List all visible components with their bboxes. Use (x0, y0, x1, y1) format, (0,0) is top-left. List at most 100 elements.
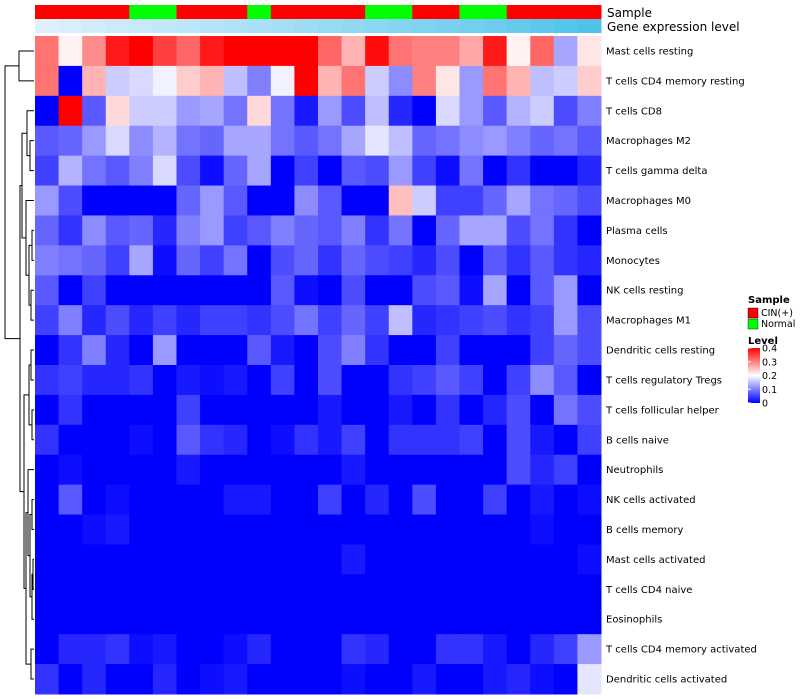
heatmap-cell (530, 365, 555, 396)
row-label: Macrophages M2 (606, 136, 691, 147)
heatmap-cell (388, 664, 413, 695)
heatmap-cell (58, 604, 83, 635)
heatmap-cell (176, 185, 201, 216)
heatmap-cell (152, 95, 177, 127)
heatmap-cell (82, 394, 107, 426)
heatmap-cell (247, 335, 272, 366)
heatmap-cell (577, 65, 602, 97)
legend-level-ticks: 0.4 0.3 0.2 0.1 0 (748, 344, 777, 410)
heatmap-cell (200, 245, 225, 276)
row-label: T cells CD4 memory activated (605, 645, 757, 656)
sample-annotation-cell (105, 5, 130, 19)
heatmap-cell (412, 215, 437, 246)
row-label: T cells regulatory Tregs (605, 375, 722, 386)
heatmap-cell (82, 634, 107, 665)
heatmap-cell (270, 424, 295, 456)
heatmap-cell (530, 185, 555, 216)
row-label: T cells CD8 (605, 106, 662, 117)
heatmap-cell (176, 634, 201, 665)
heatmap-cell (412, 424, 437, 456)
heatmap-cell (294, 65, 319, 97)
expression-annotation-cell (318, 19, 343, 33)
heatmap-cell (365, 215, 390, 246)
heatmap-cell (459, 574, 484, 605)
heatmap-cell (577, 394, 602, 426)
heatmap-cell (365, 185, 390, 216)
heatmap-cell (129, 36, 154, 67)
heatmap-cell (200, 185, 225, 216)
expression-annotation-cell (294, 19, 319, 33)
heatmap-cell (270, 275, 295, 306)
sample-annotation-cell (483, 5, 508, 19)
heatmap-cell (58, 365, 83, 396)
heatmap-cell (365, 544, 390, 575)
heatmap-cell (176, 245, 201, 276)
expression-annotation-cell (152, 19, 177, 33)
heatmap-cell (152, 365, 177, 396)
heatmap-cell (294, 574, 319, 605)
heatmap-cell (223, 604, 248, 635)
heatmap-cell (341, 65, 366, 97)
heatmap-cell (223, 245, 248, 276)
heatmap-cell (530, 155, 555, 187)
heatmap-cell (341, 245, 366, 276)
row-dendrogram (4, 50, 34, 680)
heatmap-cell (270, 574, 295, 605)
heatmap-cell (35, 394, 60, 426)
heatmap-cell (506, 305, 531, 336)
heatmap-cell (247, 574, 272, 605)
heatmap-cell (483, 574, 508, 605)
heatmap-cell (223, 424, 248, 456)
heatmap-cell (270, 335, 295, 366)
heatmap-cell (435, 634, 460, 665)
sample-annotation-bar (35, 5, 602, 19)
heatmap-cell (200, 634, 225, 665)
heatmap-cell (365, 36, 390, 67)
sample-annotation-cell (247, 5, 272, 19)
heatmap-cell (129, 245, 154, 276)
dendrogram-branch (29, 140, 34, 172)
heatmap-cell (388, 215, 413, 246)
sample-annotation-cell (129, 5, 154, 19)
heatmap-cell (341, 484, 366, 516)
heatmap-cell (318, 365, 343, 396)
heatmap-cell (82, 664, 107, 695)
heatmap-cell (483, 335, 508, 366)
heatmap-cell (577, 275, 602, 306)
heatmap-cell (412, 394, 437, 426)
heatmap-cell (105, 36, 130, 67)
heatmap-cell (176, 604, 201, 635)
heatmap-cell (129, 634, 154, 665)
sample-annotation-cell (506, 5, 531, 19)
heatmap-cell (412, 245, 437, 276)
heatmap-cell (435, 335, 460, 366)
heatmap-cell (435, 215, 460, 246)
heatmap-cell (365, 664, 390, 695)
heatmap-cell (553, 484, 578, 516)
heatmap-cell (553, 604, 578, 635)
heatmap-cell (129, 454, 154, 486)
heatmap-cell (247, 424, 272, 456)
heatmap-cell (82, 484, 107, 516)
heatmap-cell (483, 514, 508, 545)
heatmap-cell (294, 155, 319, 187)
expression-annotation-cell (58, 19, 83, 33)
expression-annotation-cell (435, 19, 460, 33)
heatmap-cell (530, 634, 555, 665)
heatmap-cell (318, 36, 343, 67)
heatmap-cell (435, 365, 460, 396)
heatmap-cell (270, 245, 295, 276)
heatmap-cell (318, 95, 343, 127)
heatmap-cell (435, 514, 460, 545)
heatmap-cell (152, 65, 177, 97)
heatmap-cell (553, 155, 578, 187)
heatmap-cell (412, 484, 437, 516)
heatmap-cell (223, 664, 248, 695)
heatmap-cell (176, 275, 201, 306)
heatmap-cell (35, 514, 60, 545)
heatmap-cell (58, 664, 83, 695)
heatmap-cell (365, 454, 390, 486)
heatmap-cell (129, 514, 154, 545)
heatmap-cell (223, 215, 248, 246)
sample-annotation-cell (577, 5, 602, 19)
